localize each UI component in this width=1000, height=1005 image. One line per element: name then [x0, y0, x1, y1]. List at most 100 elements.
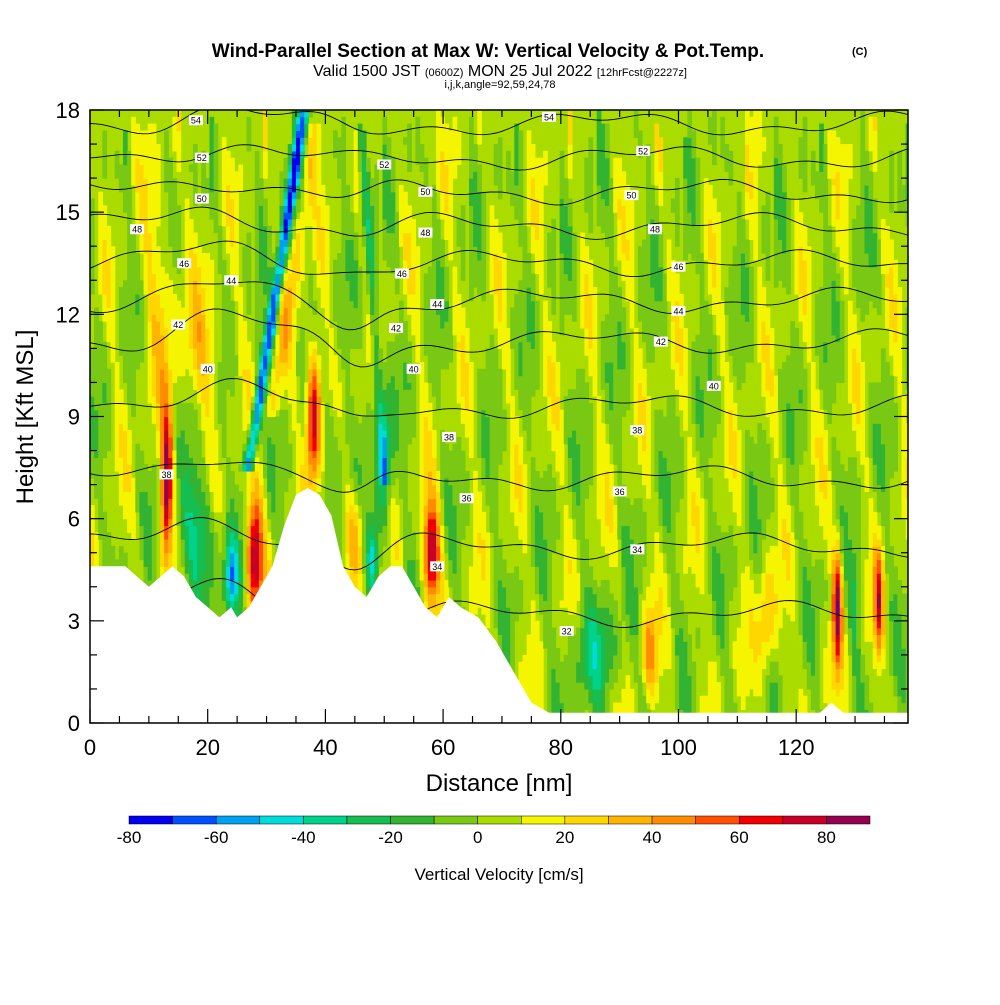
- velocity-cell: [300, 157, 305, 166]
- velocity-cell: [370, 314, 375, 336]
- velocity-cell: [604, 123, 610, 159]
- colorbar-swatch: [259, 815, 304, 825]
- velocity-cell: [407, 123, 412, 172]
- velocity-cell: [151, 355, 157, 397]
- velocity-cell: [160, 532, 165, 567]
- velocity-cell: [609, 498, 614, 533]
- velocity-cell: [646, 586, 651, 608]
- velocity-cell: [736, 430, 742, 527]
- velocity-cell: [258, 280, 264, 343]
- velocity-cell: [283, 178, 289, 186]
- velocity-cell: [753, 552, 758, 574]
- velocity-cell: [300, 164, 305, 179]
- velocity-cell: [514, 293, 520, 390]
- velocity-cell: [155, 293, 161, 322]
- velocity-cell: [176, 300, 182, 377]
- velocity-cell: [547, 464, 552, 723]
- velocity-cell: [802, 695, 808, 723]
- velocity-cell: [423, 157, 429, 193]
- velocity-cell: [600, 198, 606, 234]
- velocity-cell: [230, 593, 235, 601]
- velocity-cell: [197, 246, 202, 268]
- velocity-cell: [613, 157, 618, 213]
- velocity-cell: [864, 675, 870, 710]
- velocity-cell: [831, 436, 837, 486]
- velocity-cell: [151, 396, 157, 424]
- velocity-cell: [201, 518, 206, 574]
- velocity-cell: [250, 545, 256, 574]
- velocity-cell: [897, 287, 903, 397]
- colorbar-tick-label: 80: [817, 828, 836, 847]
- velocity-cell: [510, 307, 515, 349]
- velocity-cell: [155, 144, 161, 227]
- velocity-cell: [596, 586, 602, 608]
- velocity-cell: [621, 205, 627, 254]
- velocity-cell: [567, 225, 573, 281]
- velocity-cell: [695, 505, 701, 554]
- velocity-cell: [225, 457, 231, 513]
- velocity-cell: [283, 409, 289, 493]
- velocity-cell: [131, 225, 136, 418]
- velocity-cell: [184, 552, 190, 574]
- velocity-cell: [815, 436, 820, 458]
- velocity-cell: [188, 457, 194, 486]
- velocity-cell: [473, 144, 478, 172]
- velocity-cell: [279, 273, 285, 281]
- velocity-cell: [592, 579, 598, 595]
- velocity-cell: [164, 382, 169, 404]
- velocity-cell: [279, 239, 285, 268]
- velocity-cell: [786, 457, 791, 486]
- velocity-cell: [571, 389, 577, 431]
- velocity-cell: [798, 293, 804, 322]
- velocity-cell: [118, 423, 124, 458]
- velocity-cell: [588, 675, 594, 690]
- velocity-cell: [312, 362, 318, 370]
- velocity-cell: [279, 314, 285, 363]
- velocity-cell: [308, 205, 314, 227]
- velocity-cell: [571, 430, 577, 493]
- velocity-cell: [423, 600, 429, 615]
- velocity-cell: [102, 382, 108, 404]
- velocity-cell: [514, 184, 520, 220]
- velocity-cell: [847, 300, 853, 404]
- velocity-cell: [147, 505, 153, 581]
- velocity-cell: [604, 579, 610, 608]
- velocity-cell: [390, 375, 396, 458]
- velocity-cell: [444, 321, 449, 370]
- velocity-cell: [868, 266, 874, 302]
- colorbar-swatch: [303, 815, 348, 825]
- velocity-cell: [839, 573, 845, 588]
- velocity-cell: [234, 600, 239, 615]
- velocity-cell: [197, 430, 202, 479]
- velocity-cell: [431, 511, 437, 520]
- velocity-cell: [287, 218, 293, 227]
- velocity-cell: [382, 116, 388, 145]
- velocity-cell: [378, 368, 384, 390]
- velocity-cell: [254, 470, 260, 479]
- svg-text:34: 34: [432, 562, 442, 572]
- velocity-cell: [642, 600, 647, 622]
- velocity-cell: [316, 382, 322, 397]
- velocity-cell: [777, 144, 783, 166]
- velocity-cell: [534, 505, 540, 567]
- velocity-cell: [646, 627, 651, 670]
- velocity-cell: [687, 436, 693, 567]
- velocity-cell: [308, 178, 314, 206]
- velocity-cell: [880, 559, 886, 581]
- velocity-cell: [283, 198, 289, 206]
- velocity-cell: [613, 600, 618, 636]
- svg-text:48: 48: [650, 225, 660, 235]
- velocity-cell: [650, 634, 655, 670]
- velocity-cell: [889, 266, 894, 329]
- velocity-cell: [176, 205, 182, 275]
- velocity-cell: [744, 321, 750, 363]
- velocity-cell: [291, 191, 297, 200]
- velocity-cell: [584, 246, 590, 275]
- velocity-cell: [312, 123, 318, 220]
- velocity-cell: [691, 457, 697, 493]
- velocity-cell: [407, 559, 412, 595]
- velocity-cell: [122, 430, 128, 493]
- velocity-cell: [666, 532, 672, 574]
- velocity-cell: [127, 430, 132, 465]
- svg-text:50: 50: [420, 187, 430, 197]
